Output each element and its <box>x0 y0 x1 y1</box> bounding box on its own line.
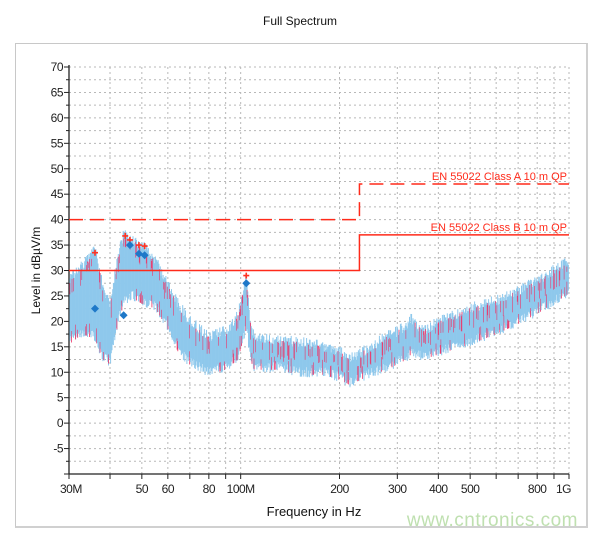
x-tick-label: 30M <box>60 482 82 496</box>
peak-marker <box>141 243 148 250</box>
limit-line-class-a <box>69 183 569 221</box>
x-tick-label: 80 <box>203 482 216 496</box>
limit-label: EN 55022 Class A 10 m QP <box>432 171 567 183</box>
y-tick-label: 65 <box>51 85 64 99</box>
x-tick-label: 800 <box>528 482 547 496</box>
qp-marker <box>134 249 143 258</box>
x-tick-label: 100M <box>227 482 256 496</box>
x-axis-label: Frequency in Hz <box>267 504 362 519</box>
y-tick-label: 10 <box>51 365 64 379</box>
limit-label: EN 55022 Class B 10 m QP <box>431 222 567 234</box>
x-tick-label: 60 <box>162 482 175 496</box>
y-tick-label: -5 <box>53 442 63 456</box>
x-tick-label: 500 <box>461 482 480 496</box>
x-tick-label: 400 <box>429 482 448 496</box>
peak-marker <box>91 249 98 256</box>
y-tick-label: 5 <box>57 391 64 405</box>
y-tick-label: 30 <box>51 264 64 278</box>
y-tick-label: 45 <box>51 187 64 201</box>
y-tick-label: 0 <box>57 416 64 430</box>
qp-marker <box>125 241 134 250</box>
qp-marker <box>119 311 128 320</box>
peak-marker <box>243 272 250 279</box>
chart-title: Full Spectrum <box>262 14 338 28</box>
y-tick-label: 35 <box>51 238 64 252</box>
x-tick-label: 50 <box>136 482 149 496</box>
y-tick-label: 15 <box>51 340 64 354</box>
x-tick-label: 200 <box>330 482 349 496</box>
y-tick-label: 50 <box>51 162 64 176</box>
limit-line-class-b <box>69 234 569 272</box>
qp-marker <box>242 279 251 288</box>
x-tick-label: 1G <box>556 482 571 496</box>
y-tick-label: 70 <box>51 60 64 74</box>
y-tick-label: 20 <box>51 314 64 328</box>
x-tick-label: 300 <box>388 482 407 496</box>
y-tick-label: 40 <box>51 213 64 227</box>
chart-frame <box>15 43 588 528</box>
qp-marker <box>90 304 99 313</box>
peak-marker <box>122 232 129 239</box>
y-tick-label: 60 <box>51 111 64 125</box>
qp-marker <box>140 251 149 260</box>
peak-marker <box>135 242 142 249</box>
y-axis-label: Level in dBµV/m <box>29 227 43 315</box>
y-tick-label: 25 <box>51 289 64 303</box>
y-tick-label: 55 <box>51 136 64 150</box>
watermark: www.cntronics.com <box>406 510 578 531</box>
